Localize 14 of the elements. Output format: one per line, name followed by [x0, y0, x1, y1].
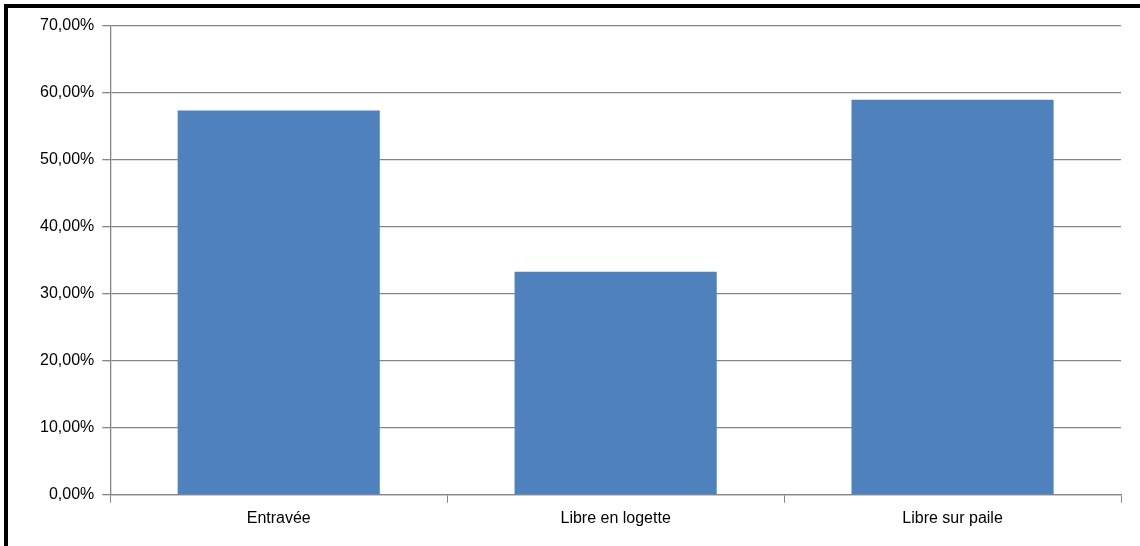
x-tick-label: Libre en logette	[560, 508, 671, 526]
y-tick-label: 60,00%	[40, 83, 95, 101]
bar	[514, 271, 717, 495]
y-tick-label: 50,00%	[40, 150, 95, 168]
y-tick-label: 30,00%	[40, 284, 95, 302]
bar	[177, 110, 380, 495]
bar	[851, 99, 1054, 495]
y-tick-label: 70,00%	[40, 16, 95, 34]
y-tick-label: 10,00%	[40, 418, 95, 436]
y-tick-label: 40,00%	[40, 217, 95, 235]
x-tick-label: Libre sur paile	[902, 508, 1003, 526]
y-tick-label: 0,00%	[48, 485, 95, 503]
x-tick-label: Entravée	[246, 508, 311, 526]
y-tick-label: 20,00%	[40, 351, 95, 369]
